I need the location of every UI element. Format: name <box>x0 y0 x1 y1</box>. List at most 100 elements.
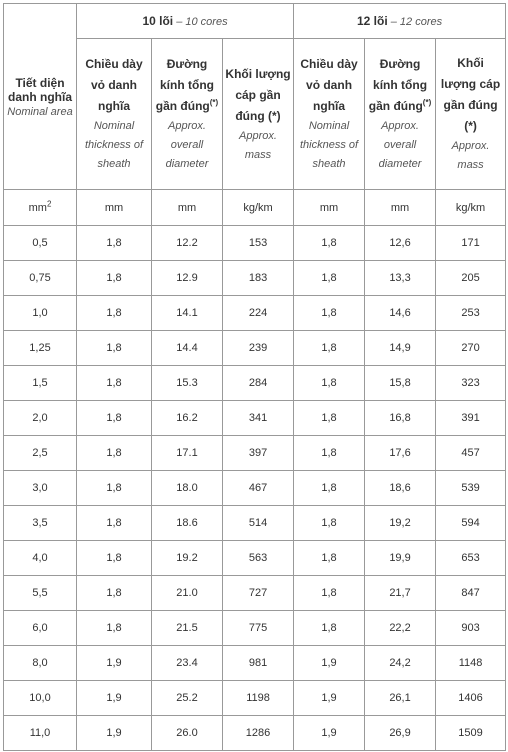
cell-area: 2,0 <box>3 400 77 436</box>
cell-mass-12: 205 <box>435 260 507 296</box>
cell-thickness-12: 1,8 <box>293 505 366 541</box>
cell-mass-10: 1198 <box>221 680 295 716</box>
unit-thickness-12: mm <box>293 189 366 226</box>
header-diameter-10-mark: (*) <box>209 98 219 107</box>
cell-area: 0,75 <box>3 260 77 296</box>
cell-diameter-10: 15.3 <box>151 365 223 401</box>
table-row: 5,5 1,8 21.0 727 1,8 21,7 847 <box>3 575 507 611</box>
cell-thickness-12: 1,8 <box>293 470 366 506</box>
cell-diameter-10: 12.2 <box>151 225 223 261</box>
unit-diameter-10: mm <box>151 189 223 226</box>
cell-mass-12: 847 <box>435 575 507 611</box>
cell-area: 8,0 <box>3 645 77 681</box>
cell-diameter-10: 25.2 <box>151 680 223 716</box>
cell-diameter-12: 21,7 <box>364 575 437 611</box>
table-row: 8,0 1,9 23.4 981 1,9 24,2 1148 <box>3 645 507 681</box>
cell-thickness-12: 1,9 <box>293 715 366 751</box>
unit-diameter-12: mm <box>364 189 437 226</box>
cell-area: 1,25 <box>3 330 77 366</box>
header-diameter-12-mark: (*) <box>422 98 432 107</box>
header-mass-10-en: Approx. mass <box>239 129 277 161</box>
table-row: 3,5 1,8 18.6 514 1,8 19,2 594 <box>3 505 507 541</box>
header-mass-12: Khối lượng cáp gần đúng (*) Approx. mass <box>435 38 507 190</box>
cell-mass-10: 153 <box>221 225 295 261</box>
cell-mass-12: 391 <box>435 400 507 436</box>
header-thickness-10: Chiều dày vỏ danh nghĩa Nominal thickness… <box>76 38 152 190</box>
cell-mass-10: 341 <box>221 400 295 436</box>
cell-mass-10: 224 <box>221 295 295 331</box>
cable-spec-table: Tiết diện danh nghĩa Nominal area 10 lõi… <box>3 3 507 751</box>
cell-thickness-10: 1,8 <box>76 400 152 436</box>
header-thickness-12: Chiều dày vỏ danh nghĩa Nominal thickness… <box>293 38 366 190</box>
cell-mass-10: 563 <box>221 540 295 576</box>
table-row: 2,5 1,8 17.1 397 1,8 17,6 457 <box>3 435 507 471</box>
cell-thickness-12: 1,9 <box>293 680 366 716</box>
cell-diameter-12: 22,2 <box>364 610 437 646</box>
table-row: 1,5 1,8 15.3 284 1,8 15,8 323 <box>3 365 507 401</box>
header-thickness-12-vi: Chiều dày vỏ danh nghĩa <box>300 57 358 113</box>
unit-mass-12: kg/km <box>435 189 507 226</box>
cell-area: 2,5 <box>3 435 77 471</box>
cell-diameter-12: 14,6 <box>364 295 437 331</box>
cell-thickness-10: 1,9 <box>76 680 152 716</box>
cell-mass-10: 981 <box>221 645 295 681</box>
cell-thickness-10: 1,8 <box>76 470 152 506</box>
cell-thickness-10: 1,8 <box>76 575 152 611</box>
cell-diameter-10: 21.0 <box>151 575 223 611</box>
header-mass-12-vi: Khối lượng cáp gần đúng (*) <box>440 56 501 133</box>
cell-area: 6,0 <box>3 610 77 646</box>
table-row: 1,0 1,8 14.1 224 1,8 14,6 253 <box>3 295 507 331</box>
cell-mass-12: 653 <box>435 540 507 576</box>
unit-mass-10: kg/km <box>221 189 295 226</box>
cell-mass-12: 270 <box>435 330 507 366</box>
cell-thickness-10: 1,9 <box>76 715 152 751</box>
cell-thickness-10: 1,8 <box>76 435 152 471</box>
table-row: 3,0 1,8 18.0 467 1,8 18,6 539 <box>3 470 507 506</box>
table-row: 10,0 1,9 25.2 1198 1,9 26,1 1406 <box>3 680 507 716</box>
header-nominal-area: Tiết diện danh nghĩa Nominal area <box>3 3 77 190</box>
cell-thickness-10: 1,8 <box>76 610 152 646</box>
cell-thickness-12: 1,8 <box>293 295 366 331</box>
cell-mass-10: 514 <box>221 505 295 541</box>
cell-diameter-10: 14.4 <box>151 330 223 366</box>
table-row: 0,75 1,8 12.9 183 1,8 13,3 205 <box>3 260 507 296</box>
cell-area: 3,0 <box>3 470 77 506</box>
cell-area: 4,0 <box>3 540 77 576</box>
cell-mass-12: 253 <box>435 295 507 331</box>
group-12-en: 12 cores <box>399 16 443 28</box>
cell-diameter-10: 19.2 <box>151 540 223 576</box>
cell-mass-10: 1286 <box>221 715 295 751</box>
group-10-sep: – <box>173 16 186 28</box>
unit-thickness-10: mm <box>76 189 152 226</box>
cell-thickness-12: 1,8 <box>293 330 366 366</box>
cell-thickness-10: 1,9 <box>76 645 152 681</box>
cell-thickness-12: 1,9 <box>293 645 366 681</box>
cell-thickness-12: 1,8 <box>293 575 366 611</box>
header-diameter-12: Đường kính tổng gần đúng(*) Approx. overa… <box>364 38 437 190</box>
cell-mass-10: 775 <box>221 610 295 646</box>
cell-mass-12: 903 <box>435 610 507 646</box>
column-header-row: Chiều dày vỏ danh nghĩa Nominal thickness… <box>4 38 507 190</box>
cell-mass-10: 467 <box>221 470 295 506</box>
cell-thickness-10: 1,8 <box>76 505 152 541</box>
table-row: 6,0 1,8 21.5 775 1,8 22,2 903 <box>3 610 507 646</box>
header-mass-10-vi: Khối lượng cáp gần đúng (*) <box>225 66 291 123</box>
unit-area-sup: 2 <box>46 198 52 208</box>
group-12-vi: 12 lõi <box>356 14 388 28</box>
header-nominal-area-vi: Tiết diện danh nghĩa <box>8 75 72 104</box>
cell-thickness-12: 1,8 <box>293 365 366 401</box>
header-mass-10: Khối lượng cáp gần đúng (*) Approx. mass <box>221 38 295 190</box>
cell-area: 5,5 <box>3 575 77 611</box>
cell-thickness-10: 1,8 <box>76 365 152 401</box>
cell-mass-12: 171 <box>435 225 507 261</box>
cell-area: 3,5 <box>3 505 77 541</box>
cell-mass-12: 1148 <box>435 645 507 681</box>
cell-thickness-12: 1,8 <box>293 610 366 646</box>
header-diameter-10-vi: Đường kính tổng gần đúng <box>155 57 214 113</box>
cell-diameter-12: 15,8 <box>364 365 437 401</box>
cell-diameter-12: 24,2 <box>364 645 437 681</box>
cell-diameter-10: 14.1 <box>151 295 223 331</box>
cell-diameter-12: 14,9 <box>364 330 437 366</box>
cell-mass-10: 284 <box>221 365 295 401</box>
table-row: 0,5 1,8 12.2 153 1,8 12,6 171 <box>3 225 507 261</box>
